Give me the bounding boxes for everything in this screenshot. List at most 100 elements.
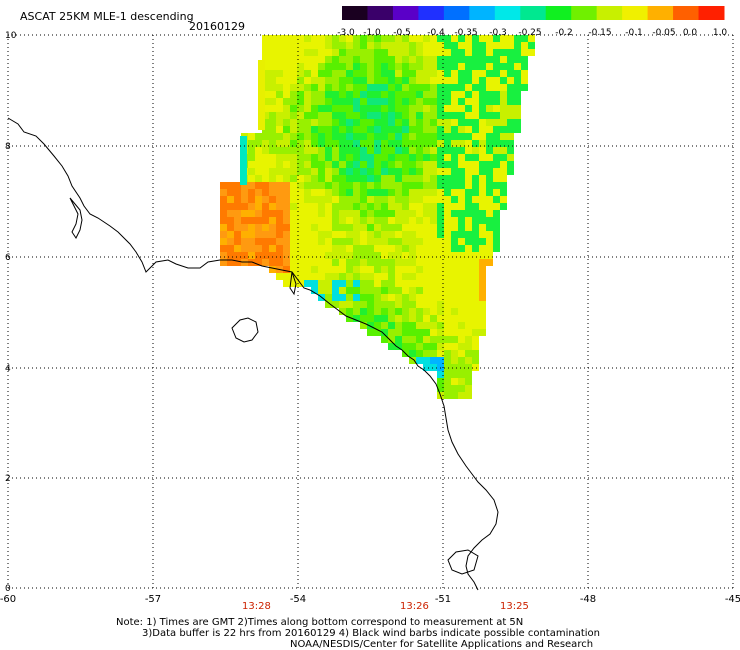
swath-cell <box>444 147 451 154</box>
swath-cell <box>258 95 265 102</box>
swath-cell <box>458 112 465 119</box>
swath-cell <box>409 98 416 105</box>
swath-cell <box>430 63 437 70</box>
swath-cell <box>258 67 265 74</box>
swath-cell <box>297 231 304 238</box>
swath-cell <box>240 150 247 157</box>
swath-cell <box>332 56 339 63</box>
swath-cell <box>367 266 374 273</box>
swath-cell <box>423 105 430 112</box>
swath-cell <box>479 35 486 42</box>
swath-cell <box>465 301 472 308</box>
swath-cell <box>283 175 290 182</box>
swath-cell <box>458 259 465 266</box>
swath-cell <box>339 154 346 161</box>
swath-cell <box>423 266 430 273</box>
swath-cell <box>241 224 248 231</box>
swath-cell <box>346 63 353 70</box>
swath-cell <box>479 252 486 259</box>
swath-cell <box>367 112 374 119</box>
swath-cell <box>262 84 269 91</box>
colorbar-swatch <box>494 6 521 20</box>
swath-cell <box>262 168 269 175</box>
swath-cell <box>479 245 486 252</box>
swath-cell <box>346 70 353 77</box>
swath-cell <box>395 252 402 259</box>
swath-cell <box>458 378 465 385</box>
swath-cell <box>248 133 255 140</box>
swath-cell <box>227 259 234 266</box>
swath-cell <box>430 259 437 266</box>
swath-cell <box>318 91 325 98</box>
swath-cell <box>332 70 339 77</box>
swath-cell <box>262 91 269 98</box>
swath-cell <box>227 210 234 217</box>
swath-cell <box>297 217 304 224</box>
swath-cell <box>311 70 318 77</box>
swath-cell <box>346 161 353 168</box>
swath-cell <box>479 280 486 287</box>
swath-cell <box>395 203 402 210</box>
swath-cell <box>332 238 339 245</box>
swath-cell <box>437 371 444 378</box>
swath-cell <box>493 119 500 126</box>
swath-cell <box>381 322 388 329</box>
swath-cell <box>395 35 402 42</box>
swath-cell <box>465 42 472 49</box>
swath-cell <box>416 147 423 154</box>
swath-cell <box>430 126 437 133</box>
swath-cell <box>444 203 451 210</box>
swath-cell <box>430 273 437 280</box>
swath-cell <box>353 182 360 189</box>
swath-cell <box>416 273 423 280</box>
swath-cell <box>451 273 458 280</box>
swath-cell <box>304 259 311 266</box>
swath-cell <box>311 182 318 189</box>
swath-cell <box>395 238 402 245</box>
swath-cell <box>346 308 353 315</box>
swath-cell <box>437 84 444 91</box>
swath-cell <box>479 203 486 210</box>
swath-cell <box>402 84 409 91</box>
swath-cell <box>465 49 472 56</box>
swath-cell <box>444 350 451 357</box>
swath-cell <box>276 105 283 112</box>
swath-cell <box>332 154 339 161</box>
swath-cell <box>353 231 360 238</box>
swath-cell <box>240 178 247 185</box>
swath-cell <box>493 245 500 252</box>
swath-cell <box>318 252 325 259</box>
swath-cell <box>297 259 304 266</box>
swath-cell <box>339 189 346 196</box>
swath-cell <box>304 154 311 161</box>
swath-cell <box>374 161 381 168</box>
swath-cell <box>437 175 444 182</box>
swath-cell <box>514 119 521 126</box>
swath-cell <box>360 98 367 105</box>
swath-cell <box>416 91 423 98</box>
swath-cell <box>444 378 451 385</box>
swath-cell <box>248 210 255 217</box>
swath-cell <box>297 182 304 189</box>
swath-cell <box>409 49 416 56</box>
swath-cell <box>353 119 360 126</box>
swath-cell <box>304 210 311 217</box>
swath-cell <box>395 112 402 119</box>
swath-cell <box>472 105 479 112</box>
swath-cell <box>409 238 416 245</box>
swath-cell <box>388 336 395 343</box>
swath-cell <box>332 301 339 308</box>
swath-cell <box>388 238 395 245</box>
swath-cell <box>444 112 451 119</box>
swath-cell <box>304 140 311 147</box>
swath-cell <box>423 42 430 49</box>
swath-cell <box>325 196 332 203</box>
swath-cell <box>388 294 395 301</box>
swath-cell <box>479 301 486 308</box>
swath-cell <box>416 133 423 140</box>
swath-cell <box>388 147 395 154</box>
swath-cell <box>304 231 311 238</box>
swath-cell <box>451 217 458 224</box>
swath-cell <box>248 175 255 182</box>
